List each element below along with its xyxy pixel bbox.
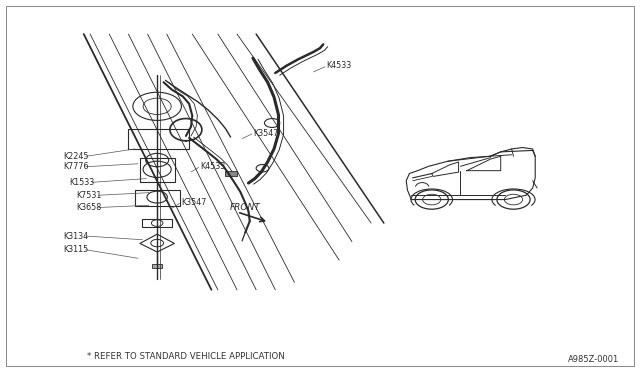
Text: K3658: K3658 xyxy=(76,203,101,212)
Text: A985Z-0001: A985Z-0001 xyxy=(568,355,619,364)
Text: K3547: K3547 xyxy=(180,198,206,207)
Bar xyxy=(135,190,179,206)
Text: K1533: K1533 xyxy=(70,178,95,187)
Text: * REFER TO STANDARD VEHICLE APPLICATION: * REFER TO STANDARD VEHICLE APPLICATION xyxy=(87,352,285,361)
Text: FRONT: FRONT xyxy=(229,203,260,212)
Text: K4533: K4533 xyxy=(200,162,225,171)
Bar xyxy=(143,219,172,227)
Text: K7776: K7776 xyxy=(63,162,89,171)
Text: K3547: K3547 xyxy=(253,129,278,138)
Text: K7531: K7531 xyxy=(76,191,101,200)
Text: K3134: K3134 xyxy=(63,231,88,241)
Bar xyxy=(225,171,237,176)
Text: K4533: K4533 xyxy=(326,61,351,70)
Bar xyxy=(140,158,175,182)
Text: K2245: K2245 xyxy=(63,152,89,161)
Bar xyxy=(152,264,163,267)
Text: K3115: K3115 xyxy=(63,245,88,254)
